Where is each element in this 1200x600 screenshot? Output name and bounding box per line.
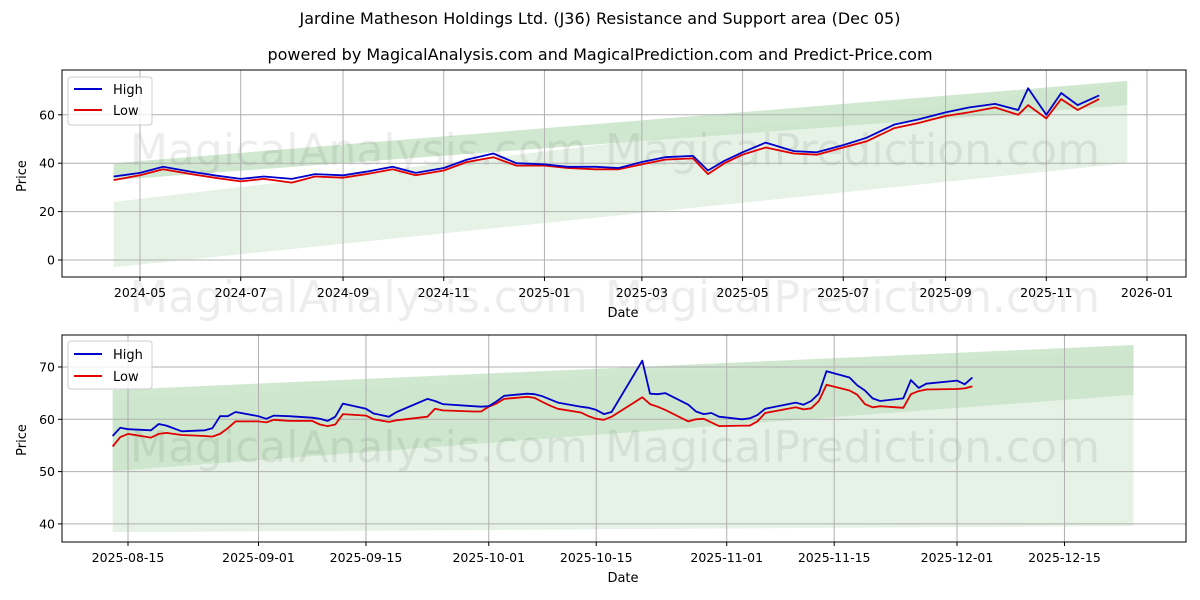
svg-text:2025-12-15: 2025-12-15 bbox=[1028, 550, 1101, 565]
svg-text:60: 60 bbox=[39, 412, 55, 427]
low-price-line bbox=[113, 98, 1100, 184]
x-axis-ticks: 2025-08-15 2025-09-01 2025-09-15 2025-10-01… bbox=[92, 542, 1101, 565]
high-price-line bbox=[113, 87, 1100, 180]
price-lines bbox=[111, 359, 973, 448]
plot-frame bbox=[61, 69, 1187, 278]
plot-frame bbox=[61, 334, 1187, 543]
y-axis-label: Price bbox=[15, 160, 30, 192]
legend-low-label: Low bbox=[113, 104, 139, 119]
price-lines bbox=[113, 87, 1100, 184]
chart-subtitle: powered by MagicalAnalysis.com and Magic… bbox=[267, 45, 933, 64]
x-axis-ticks: 2024-05 2024-07 2024-09 2024-11 2025-01 2025-… bbox=[114, 277, 1173, 300]
svg-text:0: 0 bbox=[47, 253, 55, 268]
legend-low-label: Low bbox=[113, 370, 139, 385]
svg-text:2024-05: 2024-05 bbox=[114, 285, 166, 300]
svg-text:2026-01: 2026-01 bbox=[1121, 285, 1173, 300]
legend: High Low bbox=[67, 76, 153, 126]
svg-text:2025-09: 2025-09 bbox=[919, 285, 971, 300]
svg-text:60: 60 bbox=[39, 107, 55, 122]
svg-text:2025-10-01: 2025-10-01 bbox=[452, 550, 525, 565]
svg-text:MagicalAnalysis.com: MagicalAnalysis.com bbox=[130, 272, 588, 323]
svg-text:2025-07: 2025-07 bbox=[817, 285, 869, 300]
svg-text:MagicalAnalysis.com: MagicalAnalysis.com bbox=[130, 125, 588, 176]
watermark: MagicalAnalysis.com MagicalPrediction.com bbox=[130, 422, 1100, 473]
legend-high-label: High bbox=[113, 83, 143, 98]
support-resistance-bands bbox=[112, 345, 1134, 533]
grid-lines bbox=[62, 335, 1186, 542]
svg-text:2024-07: 2024-07 bbox=[215, 285, 267, 300]
svg-text:2025-05: 2025-05 bbox=[716, 285, 768, 300]
high-price-line bbox=[111, 359, 973, 437]
svg-text:MagicalAnalysis.com: MagicalAnalysis.com bbox=[130, 422, 588, 473]
svg-text:2025-01: 2025-01 bbox=[518, 285, 570, 300]
svg-text:2025-03: 2025-03 bbox=[616, 285, 668, 300]
x-axis-label: Date bbox=[607, 571, 638, 586]
svg-text:40: 40 bbox=[39, 516, 55, 531]
svg-text:MagicalPrediction.com: MagicalPrediction.com bbox=[605, 422, 1100, 473]
top-chart: MagicalAnalysis.com MagicalPrediction.com… bbox=[15, 69, 1187, 323]
svg-text:2025-10-15: 2025-10-15 bbox=[560, 550, 633, 565]
svg-text:2025-09-01: 2025-09-01 bbox=[222, 550, 295, 565]
svg-text:2024-11: 2024-11 bbox=[418, 285, 470, 300]
y-axis-label: Price bbox=[15, 424, 30, 456]
svg-text:40: 40 bbox=[39, 156, 55, 171]
svg-text:2024-09: 2024-09 bbox=[317, 285, 369, 300]
svg-text:MagicalPrediction.com: MagicalPrediction.com bbox=[605, 125, 1100, 176]
svg-text:MagicalPrediction.com: MagicalPrediction.com bbox=[605, 272, 1100, 323]
svg-text:2025-11-15: 2025-11-15 bbox=[798, 550, 871, 565]
low-price-line bbox=[111, 383, 973, 448]
support-resistance-bands bbox=[113, 80, 1128, 268]
svg-text:50: 50 bbox=[39, 464, 55, 479]
svg-text:2025-11: 2025-11 bbox=[1020, 285, 1072, 300]
legend: High Low bbox=[67, 340, 153, 390]
svg-text:2025-08-15: 2025-08-15 bbox=[92, 550, 165, 565]
y-axis-ticks: 40 50 60 70 bbox=[39, 360, 62, 531]
watermark: MagicalAnalysis.com MagicalPrediction.com… bbox=[130, 125, 1100, 323]
svg-text:2025-09-15: 2025-09-15 bbox=[330, 550, 403, 565]
svg-text:2025-11-01: 2025-11-01 bbox=[690, 550, 763, 565]
chart-title: Jardine Matheson Holdings Ltd. (J36) Res… bbox=[299, 9, 901, 28]
y-axis-ticks: 0 20 40 60 bbox=[39, 107, 62, 268]
x-axis-label: Date bbox=[607, 306, 638, 321]
legend-high-label: High bbox=[113, 348, 143, 363]
svg-text:20: 20 bbox=[39, 204, 55, 219]
svg-text:70: 70 bbox=[39, 360, 55, 375]
svg-text:2025-12-01: 2025-12-01 bbox=[921, 550, 994, 565]
